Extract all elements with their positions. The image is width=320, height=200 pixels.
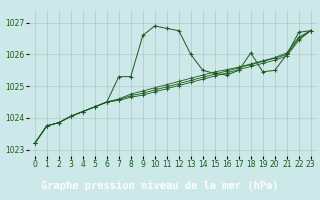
Text: Graphe pression niveau de la mer (hPa): Graphe pression niveau de la mer (hPa) xyxy=(41,180,279,191)
